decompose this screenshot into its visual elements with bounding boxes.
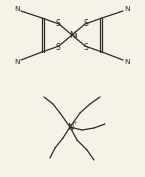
- Text: N: N: [14, 6, 20, 12]
- Text: +: +: [73, 121, 77, 125]
- Text: N: N: [14, 59, 20, 65]
- Text: N: N: [124, 59, 130, 65]
- Text: N: N: [67, 122, 73, 132]
- Text: S: S: [56, 19, 60, 27]
- Text: S: S: [56, 42, 60, 52]
- Text: Ni: Ni: [69, 30, 77, 39]
- Text: S: S: [84, 19, 88, 27]
- Text: S: S: [84, 42, 88, 52]
- Text: N: N: [124, 6, 130, 12]
- Text: ·: ·: [77, 25, 79, 35]
